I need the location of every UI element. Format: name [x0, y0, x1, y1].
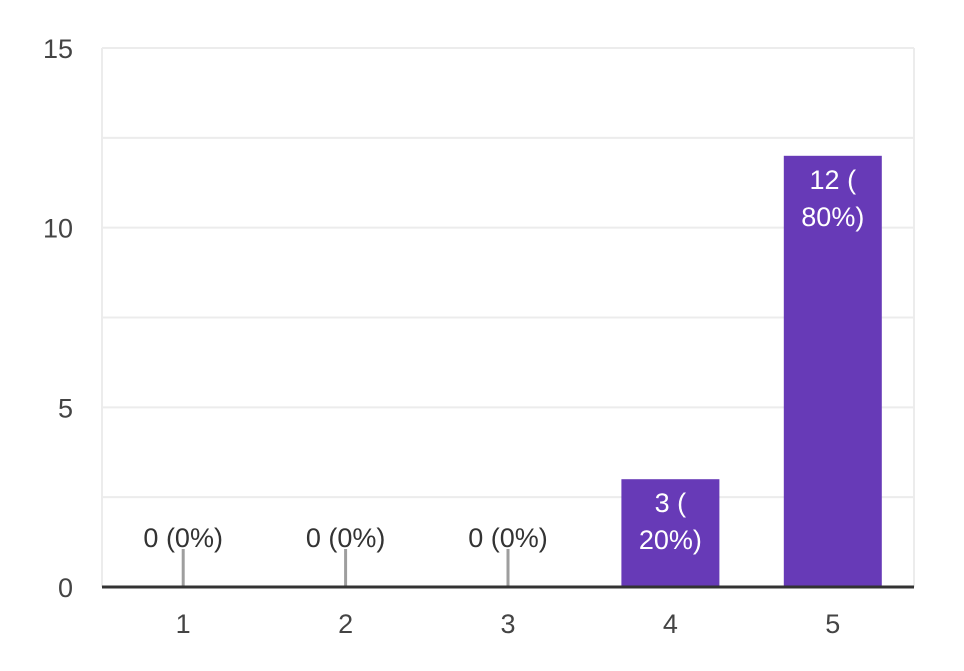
bars-layer [181, 155, 882, 588]
data-label: 0 (0%) [306, 523, 386, 553]
labels-layer: 0 (0%) 0 (0%) 0 (0%) 3 ( 20%) 12 ( 80%) [143, 165, 864, 555]
data-label: 80%) [801, 202, 864, 232]
data-label: 3 ( [655, 488, 687, 518]
axis-layer: 0 5 10 15 1 2 3 4 5 [43, 34, 914, 639]
y-tick-label: 15 [43, 34, 73, 64]
x-tick-label: 1 [176, 609, 191, 639]
y-tick-label: 0 [58, 573, 73, 603]
x-tick-label: 5 [825, 609, 840, 639]
x-tick-label: 3 [500, 609, 515, 639]
x-tick-label: 2 [338, 609, 353, 639]
bar [783, 155, 882, 588]
data-label: 12 ( [810, 165, 857, 195]
x-tick-label: 4 [663, 609, 678, 639]
y-tick-label: 10 [43, 214, 73, 244]
data-label: 0 (0%) [143, 523, 223, 553]
bar [621, 479, 720, 587]
data-label: 0 (0%) [468, 523, 548, 553]
grid-layer [101, 47, 915, 587]
data-label: 20%) [639, 525, 702, 555]
y-tick-label: 5 [58, 393, 73, 423]
